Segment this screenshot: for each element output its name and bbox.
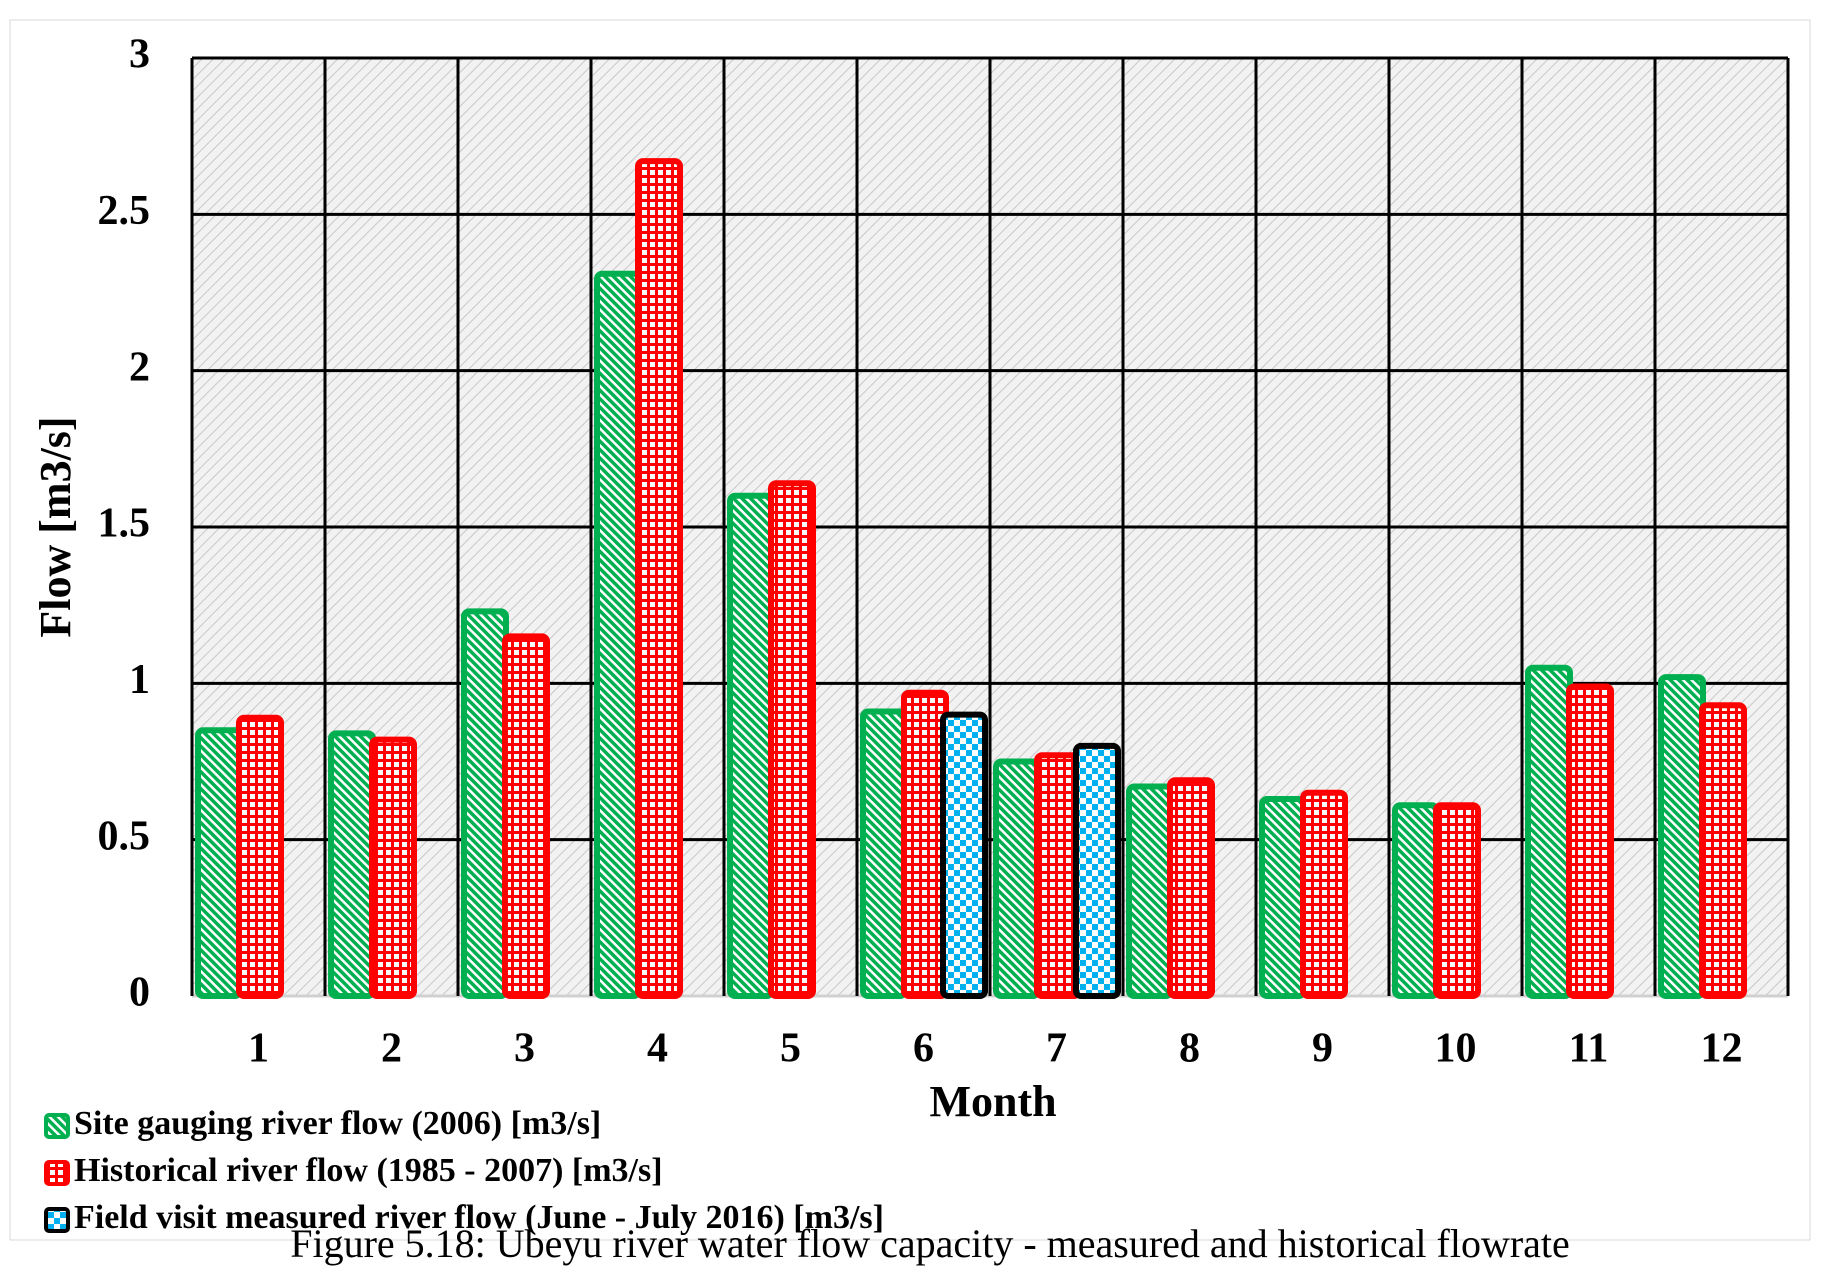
bar [860,708,908,999]
legend-label: Historical river flow (1985 - 2007) [m3/… [74,1152,663,1189]
bar [1167,777,1215,1000]
bar [1658,674,1706,1000]
x-tick-label: 3 [514,1026,535,1072]
bar [1699,702,1747,999]
x-axis-title: Month [929,1077,1056,1126]
y-axis-title: Flow [m3/s] [31,416,80,637]
bar [1126,783,1174,999]
bar [635,158,683,999]
x-tick-label: 4 [647,1026,668,1072]
x-tick-label: 7 [1046,1026,1067,1072]
y-tick-label: 0 [129,970,150,1016]
bar [1525,664,1573,999]
y-tick-label: 1 [129,657,150,703]
x-tick-label: 1 [248,1026,269,1072]
y-tick-label: 1.5 [98,501,151,547]
legend-marker [44,1160,70,1186]
bar [901,689,949,999]
bar [1566,683,1614,1000]
bar [328,730,376,999]
bar [461,608,509,999]
bar [1259,796,1307,1000]
y-tick-label: 3 [129,32,150,78]
legend-marker [44,1113,70,1139]
bar [768,480,816,999]
x-tick-label: 5 [780,1026,801,1072]
bar [1433,802,1481,999]
bar [236,714,284,1000]
x-tick-label: 6 [913,1026,934,1072]
caption: Figure 5.18: Ubeyu river water flow capa… [290,1221,1570,1266]
x-tick-label: 2 [381,1026,402,1072]
bar [594,270,642,999]
bar [940,711,988,999]
y-tick-label: 2 [129,344,150,390]
bar [502,633,550,1000]
bar [1392,802,1440,999]
x-tick-label: 11 [1569,1026,1609,1072]
legend-label: Field visit measured river flow (June - … [74,1199,884,1236]
x-tick-label: 8 [1179,1026,1200,1072]
bar [195,727,243,999]
x-tick-label: 12 [1701,1026,1743,1072]
bar [1073,742,1121,999]
bar [369,736,417,999]
x-tick-label: 10 [1435,1026,1477,1072]
x-tick-label: 9 [1312,1026,1333,1072]
bar [1034,752,1082,999]
bar [993,758,1041,999]
legend-marker [44,1207,70,1233]
y-tick-label: 0.5 [98,813,151,859]
y-tick-label: 2.5 [98,188,151,234]
legend-label: Site gauging river flow (2006) [m3/s] [74,1105,601,1142]
bar [727,492,775,999]
bar [1300,789,1348,999]
